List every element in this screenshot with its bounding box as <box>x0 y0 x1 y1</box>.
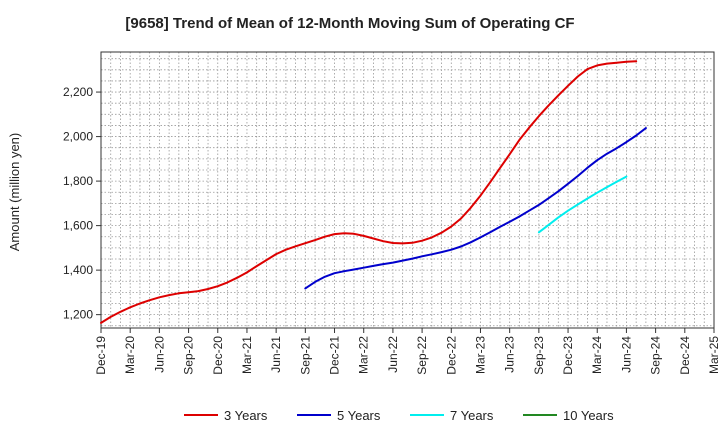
x-tick-label: Dec-19 <box>94 336 108 375</box>
x-tick-label: Sep-23 <box>532 336 546 375</box>
x-tick-label: Dec-23 <box>561 336 575 375</box>
legend-label: 7 Years <box>450 408 494 423</box>
y-tick-label: 1,400 <box>63 263 93 277</box>
y-tick-label: 1,600 <box>63 219 93 233</box>
y-tick-label: 2,000 <box>63 130 93 144</box>
x-tick-label: Mar-20 <box>123 336 137 374</box>
legend: 3 Years 5 Years 7 Years 10 Years <box>184 408 614 423</box>
chart-title: [9658] Trend of Mean of 12-Month Moving … <box>125 15 574 32</box>
x-tick-label: Jun-22 <box>386 336 400 373</box>
y-tick-label: 1,800 <box>63 174 93 188</box>
legend-label: 5 Years <box>337 408 381 423</box>
x-tick-label: Mar-25 <box>707 336 720 374</box>
legend-label: 3 Years <box>224 408 268 423</box>
series-line-5-years <box>304 127 647 290</box>
x-tick-label: Jun-20 <box>152 336 166 373</box>
plot-background <box>101 52 714 328</box>
x-tick-label: Jun-24 <box>619 336 633 373</box>
x-tick-label: Dec-22 <box>444 336 458 375</box>
x-tick-label: Mar-22 <box>357 336 371 374</box>
x-tick-label: Dec-21 <box>328 336 342 375</box>
x-tick-label: Sep-22 <box>415 336 429 375</box>
x-tick-label: Mar-21 <box>240 336 254 374</box>
legend-label: 10 Years <box>563 408 614 423</box>
plot-area: 1,200 1,400 1,600 1,800 2,000 2,200 Dec-19 Mar-… <box>63 51 720 375</box>
x-tick-label: Mar-24 <box>590 336 604 374</box>
x-tick-label: Sep-20 <box>182 336 196 375</box>
series-line-7-years <box>537 175 628 234</box>
x-tick-label: Dec-20 <box>211 336 225 375</box>
x-tick-label: Sep-21 <box>298 336 312 375</box>
x-tick-label: Dec-24 <box>678 336 692 375</box>
y-tick-label: 2,200 <box>63 85 93 99</box>
plot-border <box>100 51 715 329</box>
x-tick-label: Mar-23 <box>473 336 487 374</box>
series-line-3-years <box>100 60 638 324</box>
x-tick-label: Sep-24 <box>649 336 663 375</box>
y-tick-label: 1,200 <box>63 308 93 322</box>
y-axis-label: Amount (million yen) <box>7 133 22 252</box>
x-tick-label: Jun-23 <box>503 336 517 373</box>
x-tick-label: Jun-21 <box>269 336 283 373</box>
